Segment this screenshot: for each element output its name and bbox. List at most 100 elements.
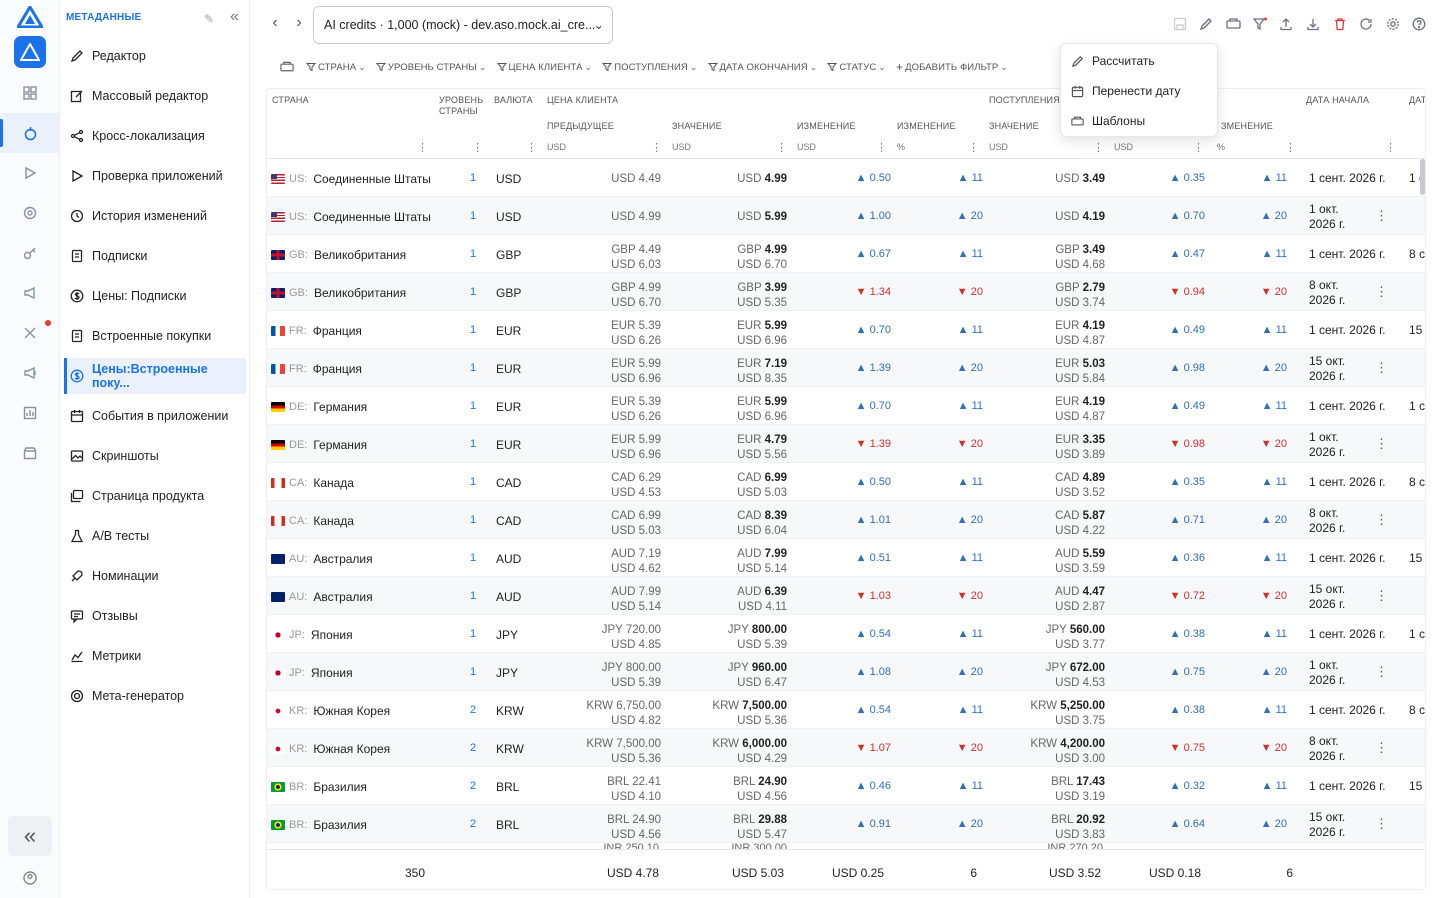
- filter-active-icon[interactable]: [1251, 15, 1269, 33]
- column-menu-icon[interactable]: ⋮: [1285, 142, 1296, 154]
- save-icon[interactable]: [1171, 15, 1189, 33]
- sidebar-item-7[interactable]: Встроенные покупки: [64, 318, 246, 354]
- sidebar-item-6[interactable]: Цены: Подписки: [64, 278, 246, 314]
- price-value[interactable]: BRL 29.88 USD 5.47: [687, 813, 787, 843]
- announce-icon[interactable]: [0, 353, 60, 393]
- price-value[interactable]: EUR 4.79 USD 5.56: [687, 433, 787, 463]
- sidebar-item-5[interactable]: Подписки: [64, 238, 246, 274]
- price-value[interactable]: GBP 3.99 USD 5.35: [687, 281, 787, 311]
- table-row[interactable]: FR: Франция 1 EUR EUR 5.39 USD 6.26 EUR 5.99 US…: [267, 311, 1425, 349]
- tools-icon[interactable]: [0, 313, 60, 353]
- sidebar-item-11[interactable]: Страница продукта: [64, 478, 246, 514]
- price-value[interactable]: GBP 4.99 USD 6.70: [687, 243, 787, 273]
- sidebar-item-0[interactable]: Редактор: [64, 38, 246, 74]
- report-icon[interactable]: [0, 393, 60, 433]
- sidebar-item-2[interactable]: Кросс-локализация: [64, 118, 246, 154]
- settings-icon[interactable]: [1384, 15, 1402, 33]
- filter-chip-2[interactable]: ЦЕНА КЛИЕНТА ⌄: [496, 62, 593, 73]
- column-menu-icon[interactable]: ⋮: [876, 142, 887, 154]
- table-row[interactable]: JP: Япония 1 JPY JPY 720.00 USD 4.85 JPY 800.0…: [267, 615, 1425, 653]
- col-level[interactable]: УРОВЕНЬ СТРАНЫ: [439, 95, 484, 116]
- col-country[interactable]: СТРАНА: [272, 95, 309, 105]
- toggle-filters-icon[interactable]: [280, 60, 294, 77]
- column-menu-icon[interactable]: ⋮: [1193, 142, 1204, 154]
- sidebar-item-16[interactable]: Мета-генератор: [64, 678, 246, 714]
- sidebar-item-10[interactable]: Скриншоты: [64, 438, 246, 474]
- edit-pencil-icon[interactable]: ✎: [204, 12, 215, 26]
- col-proceeds-change[interactable]: ЗМЕНЕНИЕ: [1221, 121, 1274, 131]
- price-value[interactable]: BRL 24.90 USD 4.56: [687, 775, 787, 805]
- col-change-pct[interactable]: ИЗМЕНЕНИЕ: [897, 121, 956, 131]
- sidebar-item-14[interactable]: Отзывы: [64, 598, 246, 634]
- table-row[interactable]: AU: Австралия 1 AUD AUD 7.19 USD 4.62 AUD 7.99…: [267, 539, 1425, 577]
- key-icon[interactable]: [0, 233, 60, 273]
- upload-icon[interactable]: [1277, 15, 1295, 33]
- row-menu-icon[interactable]: ⋮: [1375, 816, 1388, 831]
- price-value[interactable]: KRW 7,500.00 USD 5.36: [687, 699, 787, 729]
- menu-item-templates[interactable]: Шаблоны: [1061, 106, 1219, 136]
- column-menu-icon[interactable]: ⋮: [1385, 142, 1396, 154]
- price-value[interactable]: JPY 800.00 USD 5.39: [687, 623, 787, 653]
- delete-icon[interactable]: [1331, 15, 1349, 33]
- row-menu-icon[interactable]: ⋮: [1375, 208, 1388, 223]
- row-menu-icon[interactable]: ⋮: [1375, 284, 1388, 299]
- table-row[interactable]: US: Соединенные Штаты 1 USD USD 4.99 USD 5.99…: [267, 197, 1425, 235]
- bulk-action-icon[interactable]: [1224, 15, 1242, 33]
- col-end-date[interactable]: ДАТ: [1409, 95, 1426, 105]
- user-icon[interactable]: [0, 862, 60, 894]
- sidebar-item-8[interactable]: Цены:Встроенные поку...: [64, 358, 246, 394]
- sidebar-item-9[interactable]: События в приложении: [64, 398, 246, 434]
- menu-item-reschedule[interactable]: Перенести дату: [1061, 76, 1219, 106]
- table-row[interactable]: JP: Япония 1 JPY JPY 800.00 USD 5.39 JPY 960.0…: [267, 653, 1425, 691]
- column-menu-icon[interactable]: ⋮: [1093, 142, 1104, 154]
- forward-arrow-icon[interactable]: ›: [296, 14, 302, 31]
- add-filter-button[interactable]: + ДОБАВИТЬ ФИЛЬТР ⌄: [896, 60, 1008, 74]
- table-row[interactable]: AU: Австралия 1 AUD AUD 7.99 USD 5.14 AUD 6.39…: [267, 577, 1425, 615]
- table-row[interactable]: DE: Германия 1 EUR EUR 5.39 USD 6.26 EUR 5.99 U…: [267, 387, 1425, 425]
- price-value[interactable]: USD 4.99: [687, 172, 787, 187]
- col-proceeds[interactable]: ПОСТУПЛЕНИЯ: [989, 95, 1060, 105]
- filter-chip-5[interactable]: СТАТУС ⌄: [827, 62, 886, 73]
- price-value[interactable]: USD 5.99: [687, 210, 787, 225]
- refresh-icon[interactable]: [1357, 15, 1375, 33]
- filter-chip-0[interactable]: СТРАНА ⌄: [306, 62, 366, 73]
- sidebar-item-3[interactable]: Проверка приложений: [64, 158, 246, 194]
- current-app-icon[interactable]: [14, 36, 46, 68]
- target-icon[interactable]: [0, 193, 60, 233]
- dashboard-icon[interactable]: [0, 73, 60, 113]
- table-row[interactable]: GB: Великобритания 1 GBP GBP 4.49 USD 6.03 GBP…: [267, 235, 1425, 273]
- column-menu-icon[interactable]: ⋮: [968, 142, 979, 154]
- column-menu-icon[interactable]: ⋮: [472, 142, 483, 154]
- table-row[interactable]: US: Соединенные Штаты 1 USD USD 4.49 USD 4.99…: [267, 159, 1425, 197]
- column-menu-icon[interactable]: ⋮: [526, 142, 537, 154]
- col-previous[interactable]: ПРЕДЫДУЩЕЕ: [547, 121, 614, 131]
- price-value[interactable]: CAD 6.99 USD 5.03: [687, 471, 787, 501]
- filter-chip-3[interactable]: ПОСТУПЛЕНИЯ ⌄: [602, 62, 697, 73]
- price-value[interactable]: EUR 7.19 USD 8.35: [687, 357, 787, 387]
- row-menu-icon[interactable]: ⋮: [1375, 512, 1388, 527]
- filter-chip-4[interactable]: ДАТА ОКОНЧАНИЯ ⌄: [707, 62, 818, 73]
- metadata-icon[interactable]: [0, 113, 60, 153]
- col-client-price[interactable]: ЦЕНА КЛИЕНТА: [547, 95, 619, 105]
- price-value[interactable]: AUD 6.39 USD 4.11: [687, 585, 787, 615]
- col-value[interactable]: ЗНАЧЕНИЕ: [672, 121, 722, 131]
- table-row[interactable]: GB: Великобритания 1 GBP GBP 4.99 USD 6.70 GBP…: [267, 273, 1425, 311]
- edit-icon[interactable]: [1197, 15, 1215, 33]
- table-row[interactable]: KR: Южная Корея 2 KRW KRW 6,750.00 USD 4.82 KR…: [267, 691, 1425, 729]
- sidebar-item-15[interactable]: Метрики: [64, 638, 246, 674]
- col-start-date[interactable]: ДАТА НАЧАЛА: [1306, 95, 1370, 105]
- table-row[interactable]: KR: Южная Корея 2 KRW KRW 7,500.00 USD 5.36 KR…: [267, 729, 1425, 767]
- sidebar-item-13[interactable]: Номинации: [64, 558, 246, 594]
- row-menu-icon[interactable]: ⋮: [1375, 360, 1388, 375]
- collapse-sidebar-icon[interactable]: «: [230, 8, 240, 25]
- table-row[interactable]: DE: Германия 1 EUR EUR 5.99 USD 6.96 EUR 4.79 U…: [267, 425, 1425, 463]
- price-value[interactable]: KRW 6,000.00 USD 4.29: [687, 737, 787, 767]
- back-arrow-icon[interactable]: ‹: [272, 14, 278, 31]
- row-menu-icon[interactable]: ⋮: [1375, 588, 1388, 603]
- app-selector[interactable]: AI credits · 1,000 (mock) - dev.aso.mock…: [313, 6, 613, 44]
- column-menu-icon[interactable]: ⋮: [776, 142, 787, 154]
- megaphone-icon[interactable]: [0, 273, 60, 313]
- menu-item-calculate[interactable]: Рассчитать: [1061, 46, 1219, 76]
- price-value[interactable]: JPY 960.00 USD 6.47: [687, 661, 787, 691]
- col-currency[interactable]: ВАЛЮТА: [494, 95, 533, 105]
